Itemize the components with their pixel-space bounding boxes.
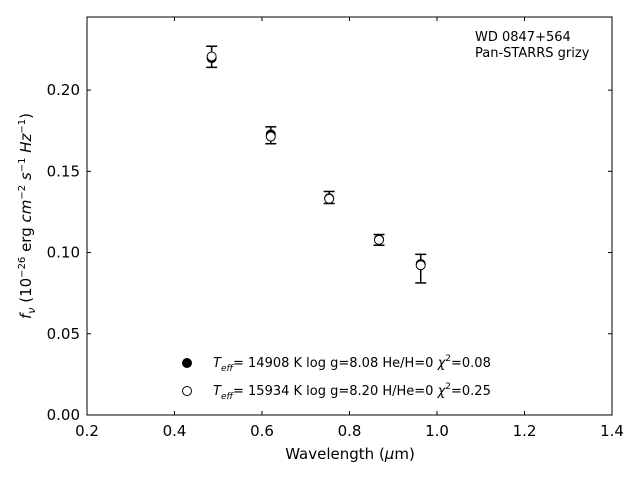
legend-marker-open xyxy=(182,386,192,396)
legend-label-open: Teff= 15934 K log g=8.20 H/He=0 χ2=0.25 xyxy=(213,382,491,402)
model-point-open xyxy=(265,131,276,142)
y-tick-label: 0.15 xyxy=(47,162,80,180)
model-point-open xyxy=(373,234,384,245)
y-tick-label: 0.10 xyxy=(47,244,80,262)
survey-annotation: Pan-STARRS grizy xyxy=(475,46,590,61)
model-point-open xyxy=(415,260,426,271)
axis-ticks: 0.2 0.4 0.6 0.8 1.0 1.2 1.4 0.00 0.05 0.10 0.15 0.2… xyxy=(47,17,624,440)
model-point-open xyxy=(324,193,335,204)
x-tick-label: 1.0 xyxy=(425,422,449,440)
x-tick-label: 0.6 xyxy=(250,422,274,440)
x-tick-label: 0.2 xyxy=(75,422,99,440)
y-tick-label: 0.00 xyxy=(47,406,80,424)
model-point-open xyxy=(206,51,217,62)
y-tick-label: 0.20 xyxy=(47,81,80,99)
x-tick-label: 0.8 xyxy=(338,422,362,440)
y-axis-label: fν (10−26 erg cm−2 s−1 Hz−1) xyxy=(17,113,38,319)
y-tick-label: 0.05 xyxy=(47,325,80,343)
x-tick-label: 0.4 xyxy=(163,422,187,440)
chart-marks xyxy=(206,45,427,284)
x-tick-label: 1.4 xyxy=(600,422,624,440)
object-name-annotation: WD 0847+564 xyxy=(475,30,571,45)
legend: Teff= 14908 K log g=8.08 He/H=0 χ2=0.08 … xyxy=(182,354,491,402)
legend-label-filled: Teff= 14908 K log g=8.08 He/H=0 χ2=0.08 xyxy=(213,354,491,374)
x-axis-label: Wavelength (μm) xyxy=(285,445,415,463)
legend-marker-filled xyxy=(182,358,192,368)
x-tick-label: 1.2 xyxy=(513,422,537,440)
